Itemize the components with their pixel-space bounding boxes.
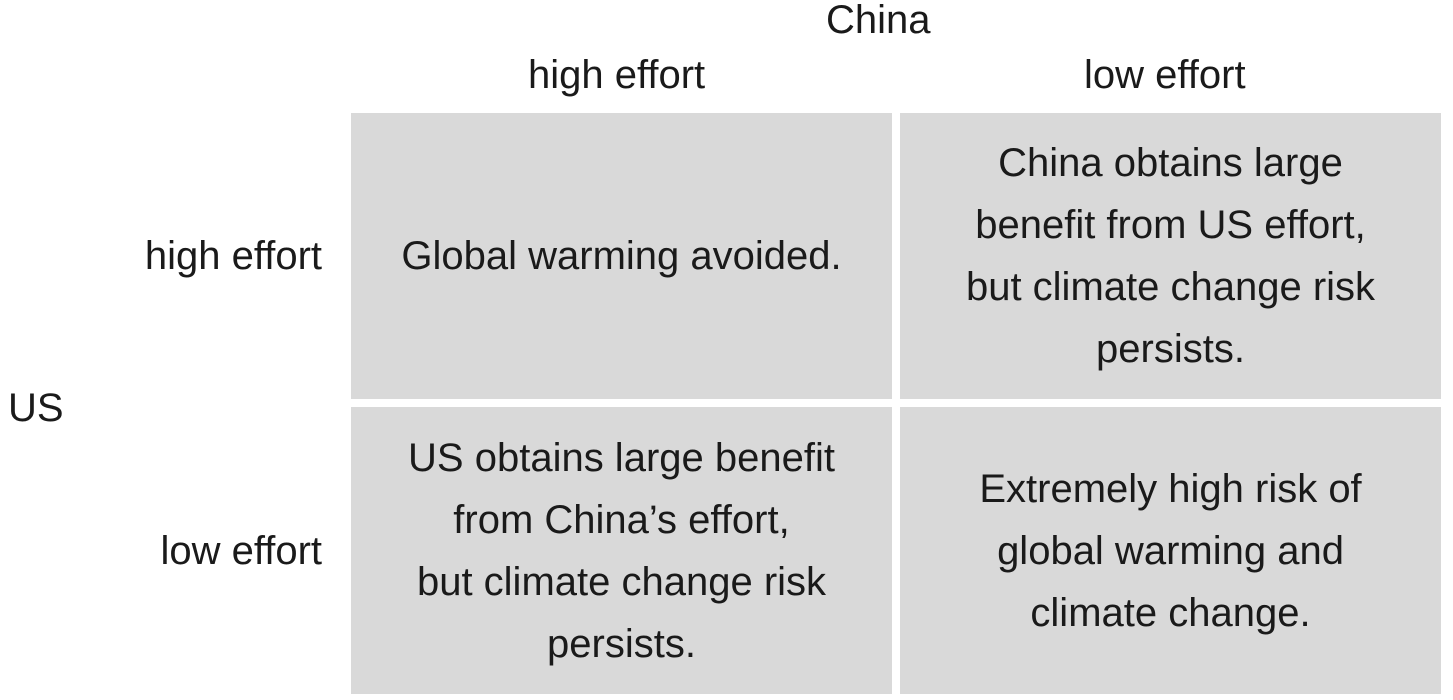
row-strategy-low-effort: low effort <box>160 529 322 573</box>
cell-outcome-text: China obtains large benefit from US effo… <box>965 141 1376 371</box>
column-strategy-high-effort: high effort <box>528 53 706 97</box>
cell-outcome-text: Global warming avoided. <box>401 234 842 278</box>
cell-us-high-china-low: China obtains large benefit from US effo… <box>900 113 1441 399</box>
cell-outcome-text: Extremely high risk of global warming an… <box>979 466 1362 635</box>
cell-us-low-china-high: US obtains large benefit from China’s ef… <box>351 407 892 694</box>
row-strategy-high-effort: high effort <box>144 234 322 278</box>
cell-us-high-china-high: Global warming avoided. <box>351 113 892 399</box>
cell-outcome-text: US obtains large benefit from China’s ef… <box>408 435 835 666</box>
column-strategy-low-effort: low effort <box>1084 53 1246 97</box>
row-player-label: US <box>8 386 64 430</box>
column-player-label: China <box>826 0 931 42</box>
cell-us-low-china-low: Extremely high risk of global warming an… <box>900 407 1441 694</box>
